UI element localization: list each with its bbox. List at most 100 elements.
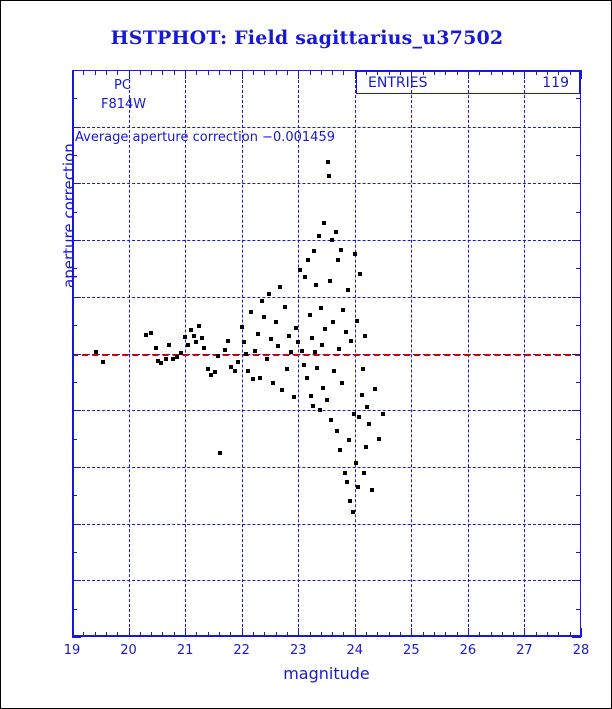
data-point bbox=[185, 342, 190, 347]
tick-mark-y bbox=[72, 126, 81, 128]
tick-mark-x-minor bbox=[83, 70, 85, 75]
tick-mark-x bbox=[524, 70, 526, 79]
tick-mark-x-minor bbox=[286, 70, 288, 75]
detector-label: PC bbox=[114, 78, 131, 93]
tick-mark-y bbox=[572, 183, 581, 185]
tick-mark-x-minor bbox=[332, 632, 334, 637]
data-point bbox=[218, 450, 223, 455]
data-point bbox=[360, 367, 365, 372]
tick-mark-y-minor bbox=[576, 381, 581, 383]
tick-mark-x-minor bbox=[569, 70, 571, 75]
data-point bbox=[352, 252, 357, 257]
data-point bbox=[163, 357, 168, 362]
tick-mark-y-minor bbox=[576, 551, 581, 553]
tick-mark-x-minor bbox=[479, 70, 481, 75]
data-point bbox=[313, 350, 318, 355]
tick-mark-y bbox=[72, 353, 81, 355]
tick-mark-x bbox=[128, 628, 130, 637]
tick-mark-x bbox=[185, 628, 187, 637]
x-tick-label: 25 bbox=[403, 643, 420, 658]
data-point bbox=[323, 327, 328, 332]
tick-mark-x-minor bbox=[400, 70, 402, 75]
tick-mark-y-minor bbox=[72, 98, 77, 100]
data-point bbox=[305, 375, 310, 380]
data-point bbox=[215, 354, 220, 359]
data-point bbox=[289, 350, 294, 355]
tick-mark-x-minor bbox=[252, 70, 254, 75]
tick-mark-y-minor bbox=[576, 495, 581, 497]
data-point bbox=[350, 510, 355, 515]
tick-mark-x bbox=[241, 70, 243, 79]
tick-mark-x-minor bbox=[94, 632, 96, 637]
tick-mark-x bbox=[354, 628, 356, 637]
tick-mark-x-minor bbox=[151, 632, 153, 637]
tick-mark-x-minor bbox=[547, 632, 549, 637]
data-point bbox=[253, 349, 258, 354]
data-point bbox=[262, 314, 267, 319]
tick-mark-x bbox=[411, 628, 413, 637]
y-axis-title: aperture correction bbox=[60, 143, 78, 288]
tick-mark-x-minor bbox=[569, 632, 571, 637]
data-point bbox=[347, 437, 352, 442]
data-point bbox=[282, 304, 287, 309]
tick-mark-x-minor bbox=[309, 70, 311, 75]
tick-mark-x-minor bbox=[105, 632, 107, 637]
data-point bbox=[273, 320, 278, 325]
tick-mark-x-minor bbox=[320, 632, 322, 637]
data-point bbox=[367, 422, 372, 427]
data-point bbox=[364, 445, 369, 450]
tick-mark-y bbox=[72, 523, 81, 525]
data-point bbox=[335, 257, 340, 262]
data-point bbox=[226, 338, 231, 343]
tick-mark-y-minor bbox=[72, 381, 77, 383]
data-point bbox=[308, 394, 313, 399]
tick-mark-y-minor bbox=[576, 155, 581, 157]
data-point bbox=[236, 360, 241, 364]
data-point bbox=[101, 360, 106, 364]
plot-area: −1−0.8−0.6−0.4−0.200.20.40.60.8119202122… bbox=[60, 70, 589, 683]
data-point bbox=[188, 328, 193, 333]
tick-mark-x-minor bbox=[535, 632, 537, 637]
x-tick-label: 22 bbox=[233, 643, 250, 658]
tick-mark-y bbox=[572, 240, 581, 242]
tick-mark-y-minor bbox=[72, 551, 77, 553]
data-point bbox=[325, 160, 330, 165]
tick-mark-y bbox=[572, 353, 581, 355]
data-point bbox=[319, 342, 324, 347]
data-point bbox=[343, 330, 348, 335]
data-point bbox=[275, 344, 280, 349]
tick-mark-x bbox=[185, 70, 187, 79]
data-point bbox=[244, 352, 249, 357]
tick-mark-y-minor bbox=[576, 608, 581, 610]
tick-mark-y-minor bbox=[72, 268, 77, 270]
data-point bbox=[338, 447, 343, 452]
data-point bbox=[359, 392, 364, 397]
data-point bbox=[178, 350, 183, 355]
data-point bbox=[291, 395, 296, 400]
data-point bbox=[159, 361, 164, 366]
data-point bbox=[373, 386, 378, 391]
tick-mark-x-minor bbox=[332, 70, 334, 75]
scatter-points bbox=[72, 70, 581, 637]
data-point bbox=[321, 385, 326, 390]
data-point bbox=[143, 333, 148, 338]
tick-mark-y bbox=[572, 126, 581, 128]
data-point bbox=[309, 335, 314, 340]
entries-value: 119 bbox=[542, 75, 569, 91]
tick-mark-x-minor bbox=[445, 632, 447, 637]
data-point bbox=[248, 310, 253, 315]
tick-mark-x bbox=[581, 628, 582, 637]
x-tick-label: 26 bbox=[459, 643, 477, 658]
data-point bbox=[355, 318, 360, 323]
tick-mark-x-minor bbox=[422, 632, 424, 637]
data-point bbox=[155, 358, 160, 363]
tick-mark-x-minor bbox=[377, 70, 379, 75]
tick-mark-x-minor bbox=[117, 70, 119, 75]
data-point bbox=[341, 307, 346, 312]
data-point bbox=[339, 248, 344, 253]
tick-mark-x-minor bbox=[513, 70, 515, 75]
tick-mark-x-minor bbox=[456, 632, 458, 637]
data-point bbox=[264, 357, 269, 362]
tick-mark-x-minor bbox=[377, 632, 379, 637]
average-correction-label: Average aperture correction −0.001459 bbox=[75, 130, 335, 145]
